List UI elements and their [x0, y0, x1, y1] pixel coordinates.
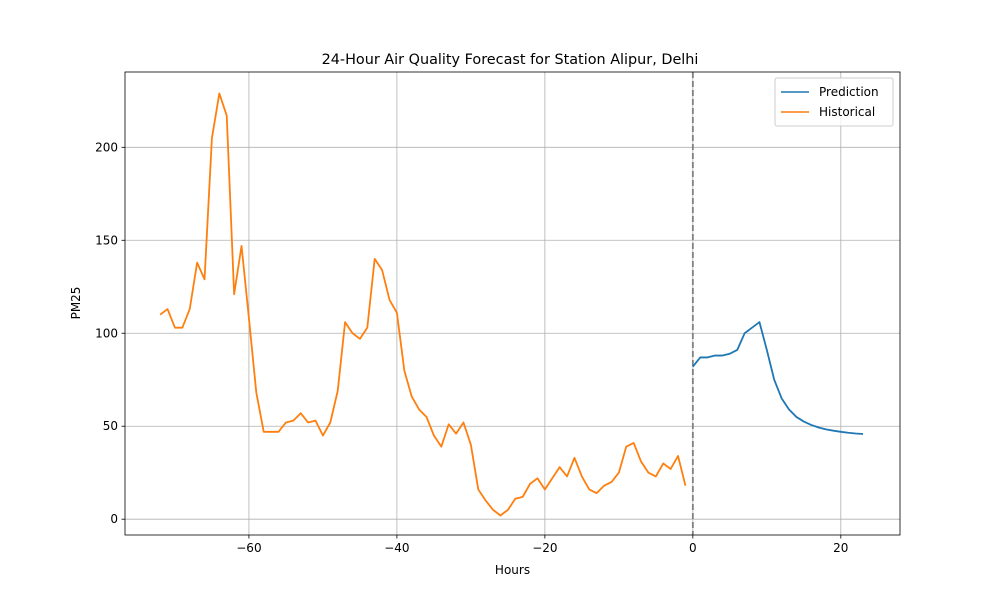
x-axis: −60 −40 −20 0 20 [236, 535, 848, 555]
x-tick-label: 20 [833, 541, 848, 555]
y-tick-label: 150 [95, 233, 118, 247]
x-axis-label: Hours [495, 563, 530, 577]
legend-label-historical: Historical [819, 105, 875, 119]
plot-frame [124, 71, 901, 536]
y-tick-label: 100 [95, 326, 118, 340]
series-line-prediction [692, 321, 864, 435]
y-tick-label: 200 [95, 140, 118, 154]
x-tick-label: −20 [532, 541, 557, 555]
y-axis: 0 50 100 150 200 [95, 140, 125, 526]
chart-title: 24-Hour Air Quality Forecast for Station… [322, 52, 699, 68]
series-group [159, 92, 864, 517]
legend: Prediction Historical [774, 77, 894, 127]
legend-label-prediction: Prediction [819, 85, 879, 99]
series-line-historical [159, 92, 687, 517]
x-tick-label: −40 [384, 541, 409, 555]
x-tick-label: −60 [236, 541, 261, 555]
y-axis-label: PM25 [69, 287, 83, 320]
grid [125, 72, 900, 535]
y-tick-label: 0 [110, 512, 118, 526]
x-tick-label: 0 [689, 541, 697, 555]
y-tick-label: 50 [103, 419, 118, 433]
legend-box [774, 77, 894, 127]
